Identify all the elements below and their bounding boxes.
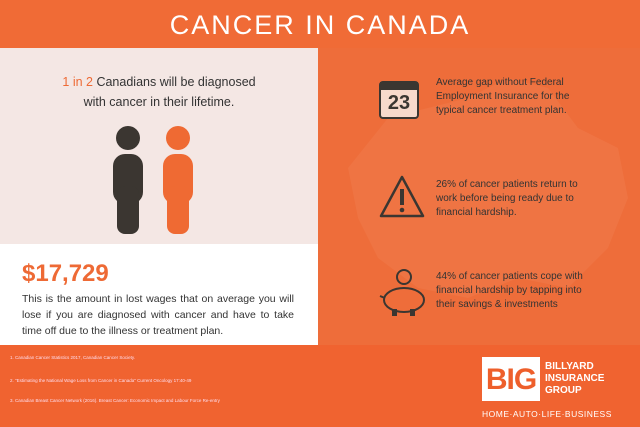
stat-text: 44% of cancer patients cope with financi… xyxy=(436,271,583,310)
amount-panel: $17,729 This is the amount in lost wages… xyxy=(0,244,318,345)
footer: 1. Canadian Cancer Statistics 2017, Cana… xyxy=(0,345,640,427)
stat-text: 26% of cancer patients return to work be… xyxy=(436,179,578,218)
statement: 1 in 2 Canadians will be diagnosed with … xyxy=(50,72,268,112)
logo-box: BIG xyxy=(482,357,540,401)
footnote: 3. Canadian Breast Cancer Network (2016)… xyxy=(10,398,220,403)
calendar-icon xyxy=(379,81,419,119)
header: CANCER IN CANADA xyxy=(0,0,640,48)
logo-line: GROUP xyxy=(545,385,582,396)
people-icon xyxy=(113,126,193,234)
piggy-bank-icon xyxy=(379,269,425,316)
logo-name: BILLYARD INSURANCE GROUP xyxy=(545,361,604,397)
footnote: 1. Canadian Cancer Statistics 2017, Cana… xyxy=(10,355,135,360)
warning-icon xyxy=(379,175,425,218)
map-background xyxy=(348,78,628,298)
logo-line: BILLYARD xyxy=(545,361,594,372)
right-panel: 23 Average gap without Federal Employmen… xyxy=(318,48,640,345)
highlight: 1 in 2 xyxy=(62,75,93,89)
logo-mark: BIG xyxy=(485,363,537,396)
footnote: 2. "Estimating the National Wage Loss fr… xyxy=(10,378,192,383)
stat-text: Average gap without Federal Employment I… xyxy=(436,77,570,116)
statement-text: Canadians will be diagnosed with cancer … xyxy=(83,75,256,109)
calendar-number: 23 xyxy=(387,92,411,114)
amount-text: This is the amount in lost wages that on… xyxy=(22,293,294,337)
logo-line: INSURANCE xyxy=(545,373,605,384)
title: CANCER IN CANADA xyxy=(169,10,471,40)
logo-tagline: HOME·AUTO·LIFE·BUSINESS xyxy=(482,409,612,419)
left-panel: 1 in 2 Canadians will be diagnosed with … xyxy=(0,48,318,244)
amount: $17,729 xyxy=(22,260,109,287)
